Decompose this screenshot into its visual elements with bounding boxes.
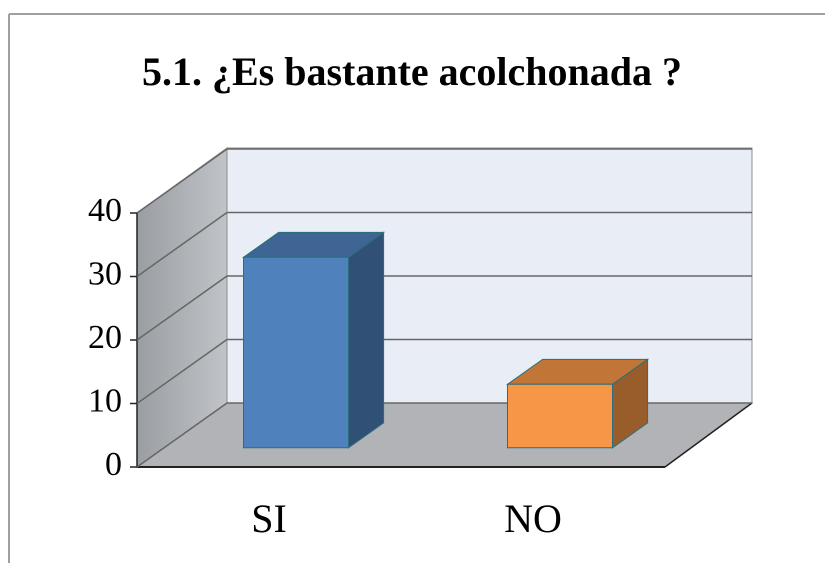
- floor: [135, 402, 754, 468]
- bar-side: [348, 231, 385, 449]
- grid-line: [136, 211, 228, 278]
- floor-edge: [664, 402, 753, 468]
- y-tick-label: 10: [88, 382, 122, 419]
- y-tick-label: 0: [105, 446, 122, 483]
- bar-front: [243, 256, 349, 449]
- x-tick-label: SI: [251, 496, 287, 541]
- grid-line: [136, 402, 228, 468]
- bar: [505, 358, 650, 449]
- chart-title: 5.1. ¿Es bastante acolchonada ?: [142, 49, 682, 94]
- grid-line: [136, 275, 228, 341]
- y-tick-label: 40: [88, 192, 122, 229]
- y-tick-label: 30: [88, 255, 122, 292]
- bar-front: [507, 383, 613, 449]
- grid-line: [136, 148, 228, 214]
- x-tick-label: NO: [504, 496, 562, 541]
- grid-line: [136, 338, 228, 405]
- y-tick-label: 20: [88, 319, 122, 356]
- bar: [241, 231, 386, 449]
